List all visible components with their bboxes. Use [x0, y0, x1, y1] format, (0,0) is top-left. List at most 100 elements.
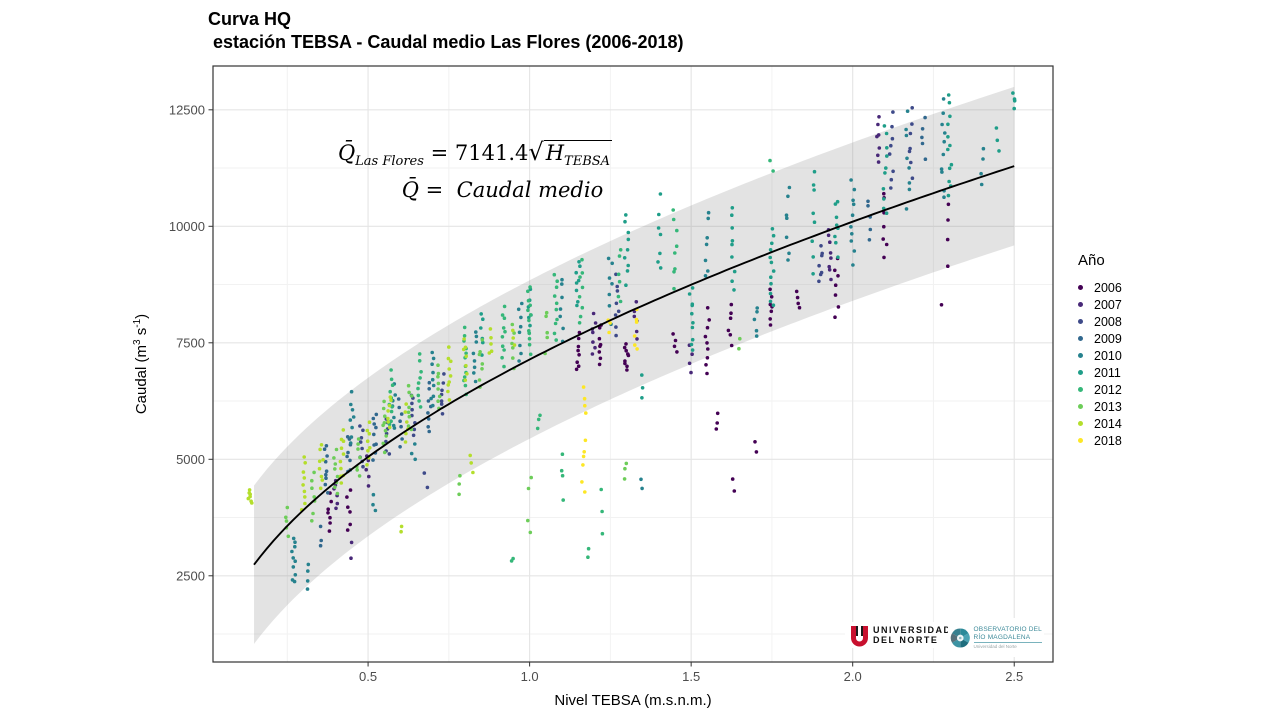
data-point: [634, 317, 639, 322]
data-point: [561, 498, 565, 502]
data-point: [302, 489, 307, 494]
axis-ticks: [208, 109, 1015, 667]
data-point: [810, 239, 814, 243]
data-point: [528, 313, 533, 317]
data-point: [441, 381, 446, 385]
data-point: [417, 359, 422, 363]
data-point: [583, 490, 587, 494]
equation-coefficient: 7141.4: [454, 141, 529, 165]
data-point: [425, 485, 430, 490]
y-tick-label: 10000: [169, 219, 205, 234]
data-point: [877, 146, 882, 150]
data-point: [614, 325, 618, 329]
data-point: [396, 397, 401, 401]
data-point: [580, 257, 584, 262]
legend-swatch-icon: [1078, 404, 1083, 409]
data-point: [580, 480, 584, 484]
data-point: [364, 467, 369, 472]
data-point: [704, 242, 709, 247]
data-point: [946, 135, 950, 139]
data-point: [581, 463, 585, 467]
data-point: [552, 294, 557, 298]
data-point: [768, 255, 772, 260]
data-point: [889, 177, 894, 182]
data-point: [500, 355, 504, 360]
data-point: [502, 364, 506, 369]
data-point: [317, 466, 322, 471]
data-point: [324, 469, 329, 474]
data-point: [889, 143, 893, 148]
data-point: [784, 235, 789, 240]
data-point: [328, 521, 332, 525]
data-point: [305, 587, 310, 591]
data-point: [730, 279, 734, 284]
data-point: [465, 372, 469, 376]
data-point: [882, 197, 886, 201]
data-point: [940, 170, 944, 174]
data-point: [881, 237, 885, 241]
data-point: [418, 405, 423, 409]
data-point: [690, 352, 694, 357]
data-point: [426, 425, 431, 429]
data-point: [519, 351, 523, 356]
data-point: [517, 330, 522, 335]
data-point: [639, 477, 643, 482]
data-point: [715, 411, 720, 416]
data-point: [811, 211, 815, 216]
data-point: [389, 409, 394, 414]
data-point: [293, 573, 298, 577]
data-point: [994, 126, 999, 130]
data-point: [607, 276, 612, 280]
data-point: [374, 442, 378, 447]
data-point: [439, 399, 444, 403]
data-point: [706, 216, 710, 221]
data-point: [672, 344, 677, 349]
data-point: [787, 185, 792, 190]
data-point: [891, 169, 895, 174]
data-point: [726, 328, 731, 333]
data-point: [387, 452, 392, 456]
data-point: [884, 211, 889, 215]
equation-line2: Q̄ = Caudal medio: [290, 178, 660, 202]
data-point: [884, 242, 889, 247]
data-point: [877, 115, 881, 119]
data-point: [500, 335, 505, 339]
data-point: [290, 578, 295, 582]
data-point: [389, 419, 393, 424]
data-point: [480, 367, 484, 371]
data-point: [358, 455, 362, 460]
data-point: [324, 476, 328, 481]
data-point: [615, 289, 620, 293]
chart-title: Curva HQ estación TEBSA - Caudal medio L…: [208, 8, 684, 54]
series-2011: [479, 91, 1017, 400]
data-point: [797, 305, 802, 310]
data-point: [528, 530, 533, 535]
data-point: [946, 193, 951, 198]
data-point: [371, 458, 375, 462]
data-point: [784, 213, 789, 217]
data-point: [584, 411, 588, 415]
data-point: [632, 314, 637, 319]
data-point: [400, 437, 404, 441]
data-point: [852, 187, 857, 192]
data-point: [413, 442, 417, 446]
data-point: [339, 466, 343, 471]
data-point: [703, 274, 708, 278]
data-point: [247, 488, 252, 492]
data-point: [811, 255, 815, 259]
legend-item-2007: 2007: [1078, 296, 1122, 313]
data-point: [852, 249, 857, 253]
legend-swatch-icon: [1078, 353, 1083, 358]
data-point: [616, 272, 621, 277]
stage-symbol: H: [545, 141, 565, 165]
data-point: [526, 298, 531, 303]
data-point: [359, 436, 364, 440]
legend-item-2008: 2008: [1078, 313, 1122, 330]
data-point: [907, 187, 912, 192]
data-point: [371, 492, 376, 497]
legend-swatch-icon: [1078, 336, 1083, 341]
legend-label: 2014: [1094, 416, 1122, 431]
qbar-symbol-2: Q̄: [401, 178, 419, 203]
data-point: [981, 157, 985, 161]
y-title-part: Caudal (m: [133, 344, 150, 415]
